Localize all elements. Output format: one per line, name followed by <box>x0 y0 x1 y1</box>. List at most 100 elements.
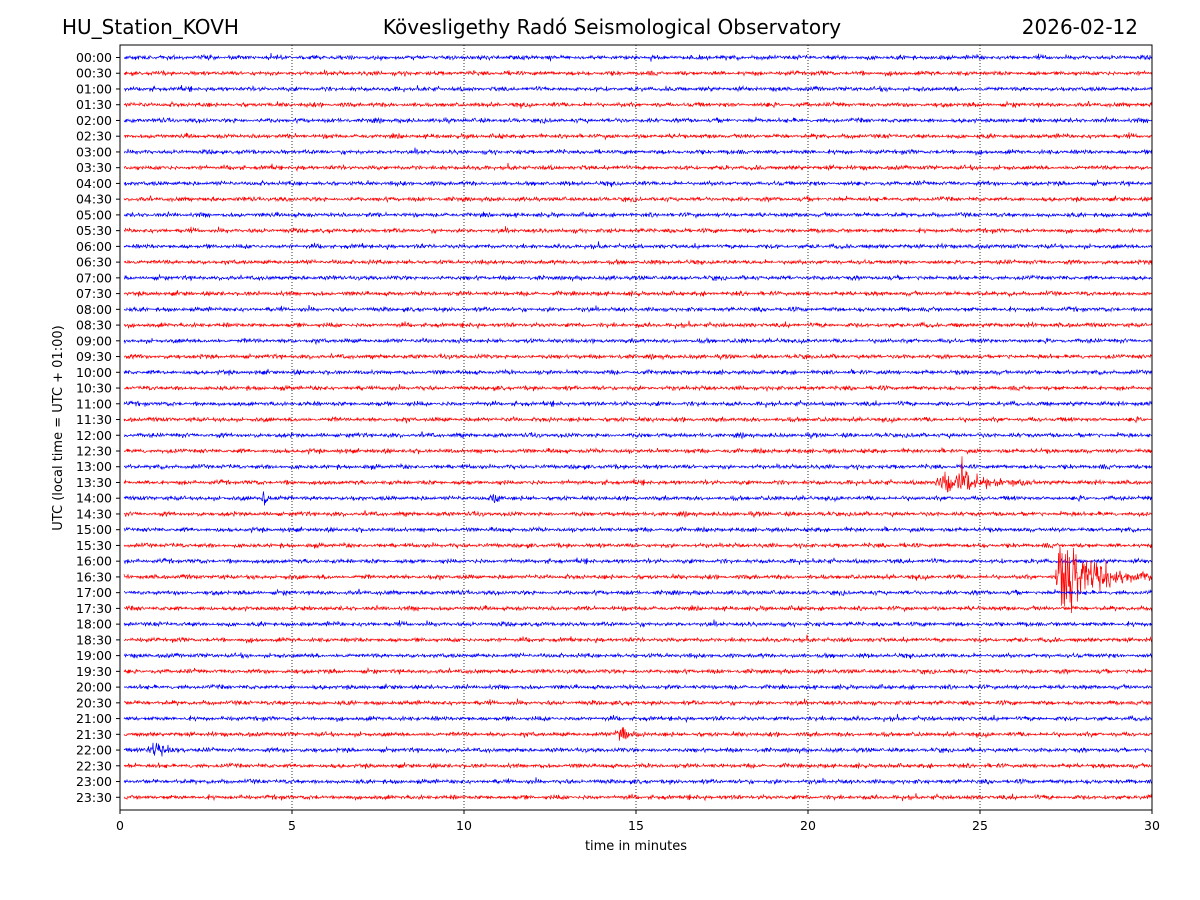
y-axis-label: UTC (local time = UTC + 01:00) <box>51 325 66 530</box>
trace-0500 <box>123 210 1153 219</box>
trace-1430 <box>123 510 1153 519</box>
x-tick-label: 5 <box>288 818 296 833</box>
y-tick-label: 14:30 <box>76 506 112 521</box>
y-tick-label: 21:00 <box>76 711 112 726</box>
trace-0400 <box>123 179 1153 188</box>
y-tick-label: 15:30 <box>76 538 112 553</box>
x-tick-label: 30 <box>1144 818 1160 833</box>
trace-2330 <box>123 793 1153 802</box>
y-tick-label: 06:30 <box>76 255 112 270</box>
trace-0530 <box>123 226 1153 235</box>
trace-2200 <box>123 742 1153 757</box>
y-tick-label: 07:00 <box>76 270 112 285</box>
trace-1230 <box>123 446 1153 456</box>
trace-1730 <box>123 604 1153 613</box>
y-tick-label: 06:00 <box>76 239 112 254</box>
trace-1100 <box>123 400 1153 408</box>
trace-1330 <box>123 456 1153 493</box>
y-tick-label: 23:30 <box>76 790 112 805</box>
grid-lines <box>291 45 981 810</box>
trace-1630 <box>123 546 1153 614</box>
trace-0100 <box>123 84 1153 93</box>
trace-0700 <box>123 273 1153 282</box>
y-tick-label: 11:00 <box>76 396 112 411</box>
y-tick-label: 17:30 <box>76 601 112 616</box>
trace-1930 <box>123 666 1153 676</box>
trace-1030 <box>123 384 1153 393</box>
trace-0630 <box>123 258 1153 266</box>
trace-1200 <box>123 431 1153 440</box>
trace-1600 <box>123 557 1153 565</box>
y-tick-label: 03:00 <box>76 144 112 159</box>
y-tick-label: 23:00 <box>76 774 112 789</box>
chart-title: Kövesligethy Radó Seismological Observat… <box>382 15 842 39</box>
y-tick-label: 04:30 <box>76 192 112 207</box>
trace-0600 <box>123 241 1153 251</box>
y-tick-label: 08:30 <box>76 318 112 333</box>
y-tick-label: 07:30 <box>76 286 112 301</box>
trace-0800 <box>123 304 1153 313</box>
y-tick-label: 09:30 <box>76 349 112 364</box>
y-tick-label: 18:00 <box>76 617 112 632</box>
trace-1000 <box>123 368 1153 376</box>
y-tick-label: 12:00 <box>76 428 112 443</box>
station-name: HU_Station_KOVH <box>62 15 239 39</box>
y-tick-label: 21:30 <box>76 727 112 742</box>
x-tick-label: 25 <box>972 818 988 833</box>
y-tick-label: 12:30 <box>76 444 112 459</box>
y-tick-label: 16:30 <box>76 569 112 584</box>
trace-1130 <box>123 415 1153 424</box>
trace-0200 <box>123 116 1153 125</box>
trace-2000 <box>123 683 1153 691</box>
trace-1830 <box>123 634 1153 644</box>
trace-1700 <box>123 588 1153 597</box>
x-tick-label: 20 <box>800 818 816 833</box>
y-tick-label: 00:30 <box>76 66 112 81</box>
x-axis-label: time in minutes <box>585 839 687 854</box>
y-tick-label: 05:30 <box>76 223 112 238</box>
trace-1900 <box>123 651 1153 660</box>
y-tick-label: 19:00 <box>76 648 112 663</box>
y-tick-label: 20:00 <box>76 680 112 695</box>
chart-date: 2026-02-12 <box>1021 15 1138 39</box>
y-tick-label: 22:30 <box>76 758 112 773</box>
trace-0930 <box>123 352 1153 361</box>
y-tick-label: 01:00 <box>76 81 112 96</box>
y-tick-label: 05:00 <box>76 207 112 222</box>
trace-2300 <box>123 777 1153 786</box>
trace-2230 <box>123 761 1153 770</box>
x-axis: 0 5 10 15 20 25 30 <box>116 810 1160 833</box>
trace-0730 <box>123 289 1153 298</box>
trace-1400 <box>123 491 1153 506</box>
y-tick-label: 14:00 <box>76 491 112 506</box>
trace-0430 <box>123 195 1153 204</box>
trace-2130 <box>123 727 1153 741</box>
y-axis: 00:0000:3001:0001:3002:0002:3003:0003:30… <box>76 50 120 805</box>
x-tick-label: 0 <box>116 818 124 833</box>
trace-0030 <box>123 69 1153 77</box>
y-tick-label: 02:00 <box>76 113 112 128</box>
trace-1300 <box>123 463 1153 471</box>
trace-2100 <box>123 713 1153 724</box>
trace-0230 <box>123 132 1153 141</box>
trace-0300 <box>123 147 1153 156</box>
trace-0830 <box>123 320 1153 330</box>
trace-2030 <box>123 698 1153 707</box>
y-tick-label: 01:30 <box>76 97 112 112</box>
y-tick-label: 10:00 <box>76 365 112 380</box>
trace-0900 <box>123 337 1153 346</box>
y-tick-label: 02:30 <box>76 129 112 144</box>
y-tick-label: 11:30 <box>76 412 112 427</box>
y-tick-label: 17:00 <box>76 585 112 600</box>
x-tick-label: 10 <box>456 818 472 833</box>
y-tick-label: 08:00 <box>76 302 112 317</box>
y-tick-label: 22:00 <box>76 743 112 758</box>
y-tick-label: 10:30 <box>76 381 112 396</box>
traces <box>123 53 1153 802</box>
y-tick-label: 20:30 <box>76 695 112 710</box>
y-tick-label: 13:30 <box>76 475 112 490</box>
y-tick-label: 16:00 <box>76 554 112 569</box>
trace-0000 <box>123 53 1153 62</box>
y-tick-label: 13:00 <box>76 459 112 474</box>
